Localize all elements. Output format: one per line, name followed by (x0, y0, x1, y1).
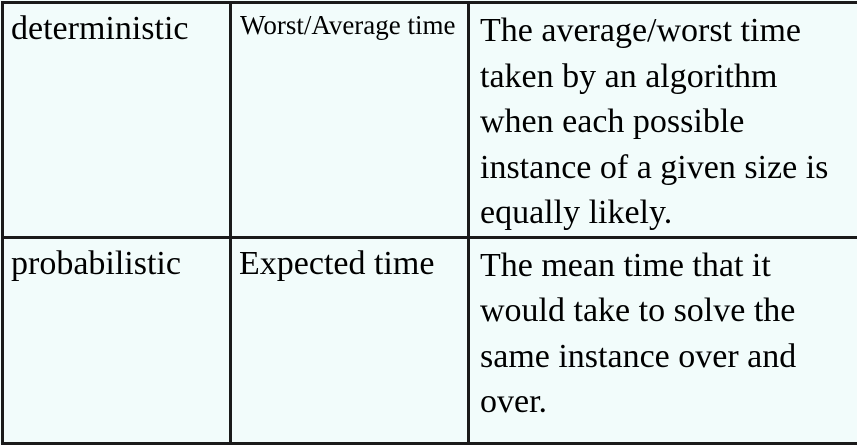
table-row: probabilistic Expected time The mean tim… (3, 237, 857, 443)
table-row: deterministic Worst/Average time The ave… (3, 3, 857, 238)
description-text: The average/worst time taken by an algor… (470, 4, 857, 236)
table-cell-category: deterministic (3, 3, 231, 238)
measure-text: Expected time (232, 239, 467, 283)
measure-text: Worst/Average time (232, 4, 467, 42)
category-text: probabilistic (4, 239, 229, 283)
table-cell-category: probabilistic (3, 237, 231, 443)
table-cell-measure: Expected time (231, 237, 469, 443)
table-cell-measure: Worst/Average time (231, 3, 469, 238)
table-cell-description: The mean time that it would take to solv… (469, 237, 857, 443)
table-cell-description: The average/worst time taken by an algor… (469, 3, 857, 238)
description-text: The mean time that it would take to solv… (470, 239, 857, 425)
category-text: deterministic (4, 4, 229, 48)
